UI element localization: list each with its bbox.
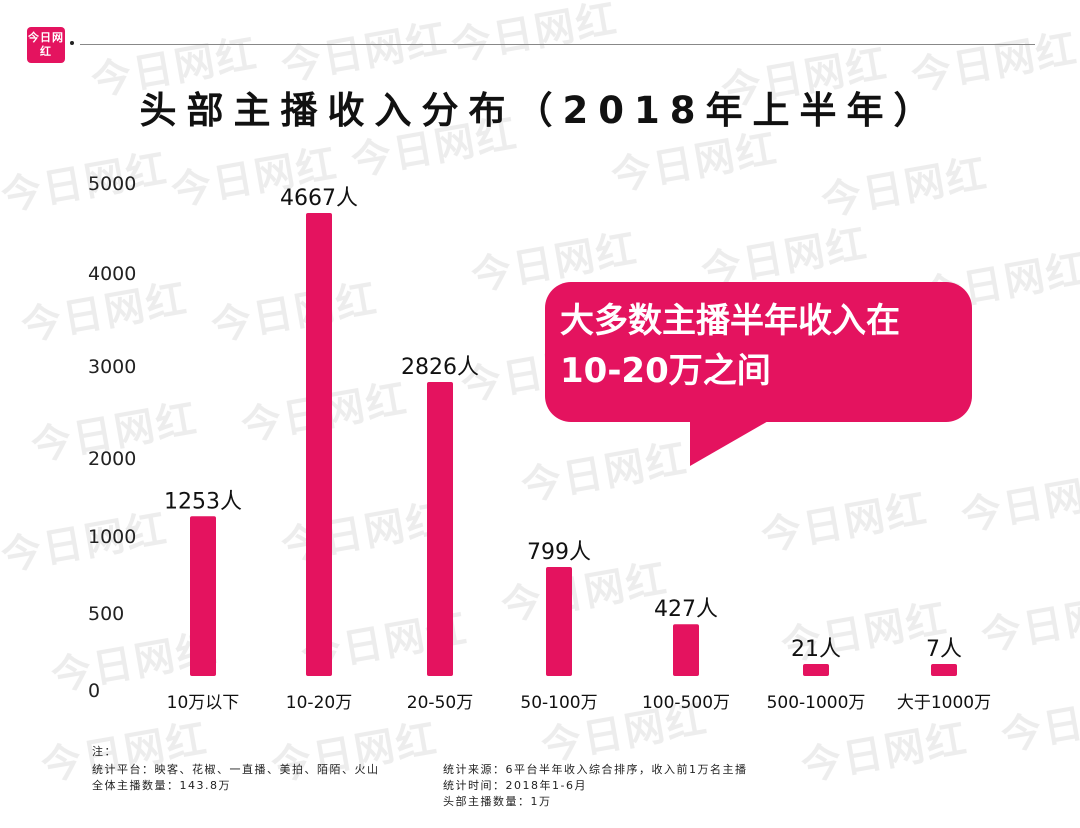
bar-value-label: 4667人 [280, 186, 358, 211]
x-tick-label: 50-100万 [520, 693, 597, 713]
bar [427, 382, 453, 676]
bar [931, 664, 957, 676]
notes-left-line-1: 统计平台：映客、花椒、一直播、美拍、陌陌、火山 [92, 763, 380, 776]
bar [546, 566, 572, 676]
y-tick-label: 2000 [88, 448, 136, 470]
bar-value-label: 2826人 [401, 355, 479, 380]
bar [190, 516, 216, 676]
chart-title: 头部主播收入分布（2018年上半年） [139, 89, 941, 132]
notes-right-line-1: 统计来源：6平台半年收入综合排序，收入前1万名主播 [443, 763, 748, 776]
notes-left-line-2: 全体主播数量：143.8万 [92, 779, 231, 792]
y-tick-label: 0 [88, 680, 100, 702]
y-tick-label: 3000 [88, 356, 136, 378]
notes-right-line-2: 统计时间：2018年1-6月 [443, 779, 587, 792]
bar [306, 212, 332, 676]
bar-value-label: 1253人 [164, 489, 242, 514]
notes-header: 注： [92, 745, 117, 758]
bar-value-label: 21人 [791, 637, 841, 662]
notes-right-line-3: 头部主播数量：1万 [443, 795, 552, 808]
x-tick-label: 500-1000万 [767, 693, 866, 713]
x-tick-label: 10-20万 [286, 693, 352, 713]
bar-value-label: 427人 [654, 597, 718, 622]
y-tick-label: 5000 [88, 173, 136, 195]
bar [803, 664, 829, 676]
y-tick-label: 1000 [88, 526, 136, 548]
callout-bubble-tail [690, 420, 770, 466]
brand-logo: 今日网红 [27, 27, 65, 63]
callout-bubble [545, 282, 972, 422]
x-tick-label: 大于1000万 [897, 693, 991, 713]
callout-text: 大多数主播半年收入在10-20万之间 [560, 301, 900, 391]
bar [673, 624, 699, 676]
x-tick-label: 100-500万 [642, 693, 730, 713]
logo-dot [70, 41, 74, 45]
x-tick-label: 10万以下 [167, 693, 240, 713]
header-divider [80, 44, 1035, 45]
bar-value-label: 799人 [527, 540, 591, 565]
x-tick-label: 20-50万 [407, 693, 473, 713]
bar-value-label: 7人 [926, 637, 962, 662]
y-tick-label: 500 [88, 603, 124, 625]
y-tick-label: 4000 [88, 263, 136, 285]
